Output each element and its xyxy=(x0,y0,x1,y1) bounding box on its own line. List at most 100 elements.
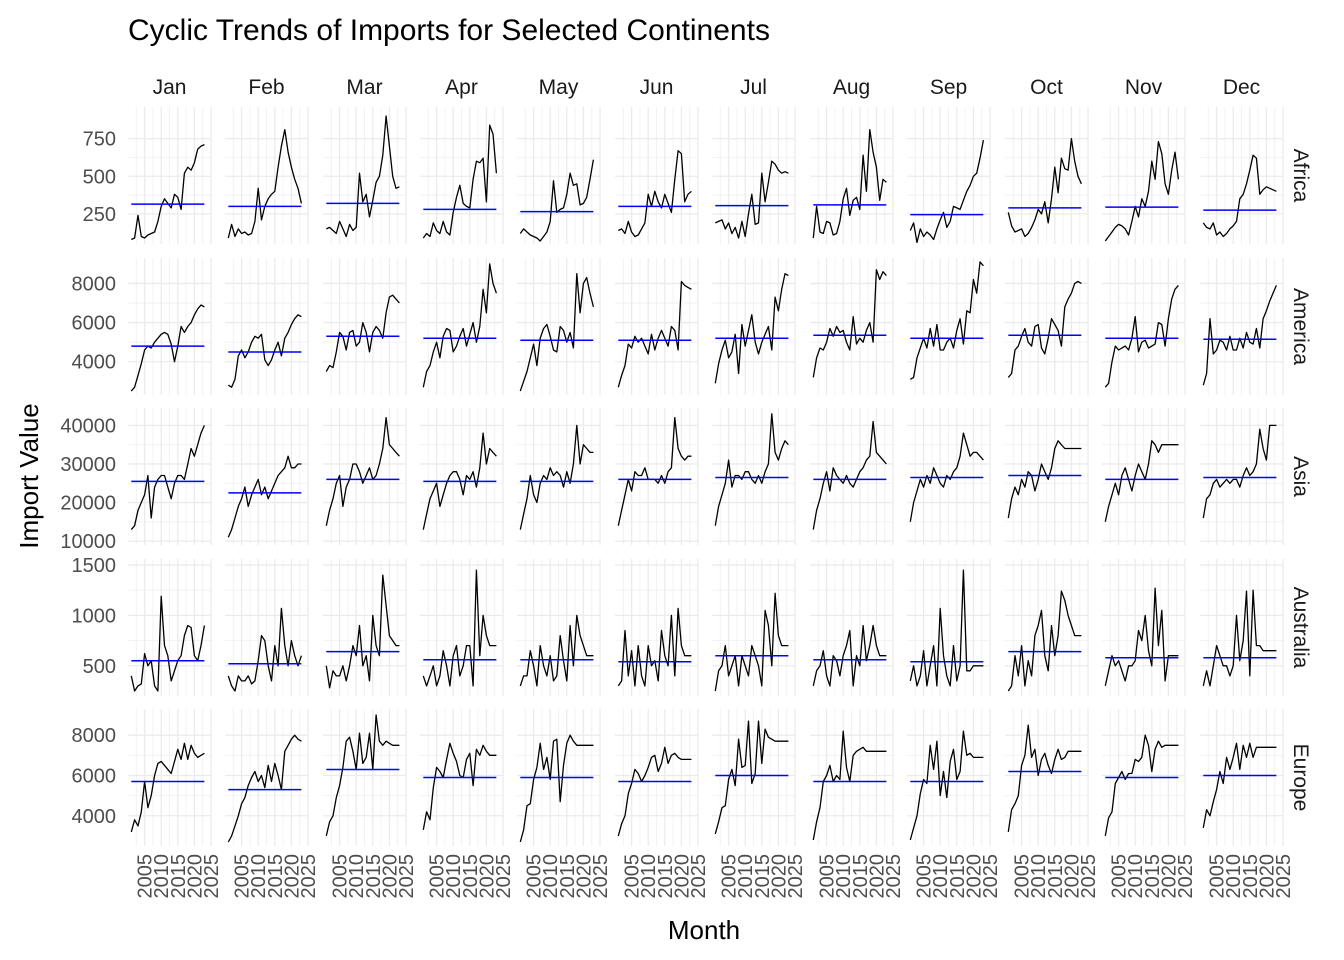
x-tick-label: 2010 xyxy=(346,854,368,899)
x-tick-label: 2005 xyxy=(524,854,546,899)
panel-australia-may xyxy=(517,559,601,696)
panel-europe-jun xyxy=(615,709,699,846)
x-tick-label: 2010 xyxy=(540,854,562,899)
x-tick-label: 2005 xyxy=(914,854,936,899)
x-tick-label: 2015 xyxy=(1240,854,1262,899)
series-line xyxy=(326,115,400,238)
series-line xyxy=(617,416,692,526)
series-line xyxy=(812,730,887,841)
series-line xyxy=(1104,284,1179,388)
strip-label-australia: Australia xyxy=(1289,587,1312,669)
x-tick-label: 2005 xyxy=(1207,854,1229,899)
panel-australia-mar xyxy=(323,559,407,696)
x-tick-label: 2010 xyxy=(443,854,465,899)
y-tick-label: 750 xyxy=(83,129,116,151)
series-line xyxy=(131,144,205,241)
panel-america-apr xyxy=(420,258,504,395)
x-tick-label: 2015 xyxy=(168,854,190,899)
x-tick-label: 2015 xyxy=(557,854,579,899)
series-line xyxy=(909,432,984,522)
panel-australia-aug xyxy=(810,559,894,696)
x-tick-label: 2015 xyxy=(460,854,482,899)
panel-america-sep xyxy=(907,258,991,395)
x-tick-label: 2025 xyxy=(1078,854,1100,899)
series-line xyxy=(325,574,400,689)
panel-america-dec xyxy=(1200,258,1284,395)
panel-asia-nov xyxy=(1102,408,1186,545)
panel-australia-jun xyxy=(615,559,699,696)
x-tick-label: 2020 xyxy=(573,854,595,899)
x-tick-label: 2010 xyxy=(1125,854,1147,899)
series-line xyxy=(1202,285,1277,386)
panel-africa-oct xyxy=(1005,107,1089,244)
x-tick-label: 2020 xyxy=(1158,854,1180,899)
series-line xyxy=(714,273,789,384)
strip-label-aug: Aug xyxy=(833,76,870,99)
panel-africa-jun xyxy=(615,107,699,244)
y-tick-label: 10000 xyxy=(60,531,116,553)
series-line xyxy=(909,569,984,687)
series-line xyxy=(227,607,303,692)
panel-asia-apr xyxy=(420,408,504,545)
strip-label-dec: Dec xyxy=(1223,76,1260,99)
series-line xyxy=(130,595,206,692)
series-line xyxy=(714,413,789,526)
panel-asia-jan xyxy=(128,408,212,545)
panel-asia-may xyxy=(517,408,601,545)
panel-australia-sep xyxy=(907,559,991,696)
x-tick-label: 2005 xyxy=(232,854,254,899)
panel-europe-nov xyxy=(1102,709,1186,846)
x-tick-label: 2005 xyxy=(135,854,157,899)
x-tick-label: 2010 xyxy=(151,854,173,899)
x-tick-label: 2010 xyxy=(638,854,660,899)
panel-africa-apr xyxy=(420,107,504,244)
x-tick-label: 2005 xyxy=(427,854,449,899)
chart-title: Cyclic Trends of Imports for Selected Co… xyxy=(128,14,770,47)
series-line xyxy=(519,614,594,687)
panel-africa-nov xyxy=(1102,107,1186,244)
panel-asia-jul xyxy=(712,408,796,545)
continent-strip-labels: Africa America Asia Australia Europe xyxy=(1289,149,1312,812)
x-tick-label: 2025 xyxy=(590,854,612,899)
strip-label-oct: Oct xyxy=(1030,76,1063,99)
x-tick-label: 2025 xyxy=(201,854,223,899)
series-line xyxy=(422,569,497,687)
strip-label-apr: Apr xyxy=(445,76,478,99)
x-tick-label: 2010 xyxy=(248,854,270,899)
panel-america-aug xyxy=(810,258,894,395)
series-line xyxy=(519,424,594,530)
x-tick-label: 2020 xyxy=(963,854,985,899)
x-tick-label: 2020 xyxy=(281,854,303,899)
x-tick-label: 2015 xyxy=(363,854,385,899)
panel-australia-oct xyxy=(1005,559,1089,696)
x-tick-label: 2005 xyxy=(1109,854,1131,899)
strip-label-nov: Nov xyxy=(1125,76,1163,99)
x-tick-label: 2015 xyxy=(1045,854,1067,899)
x-tick-label: 2025 xyxy=(1273,854,1295,899)
x-tick-label: 2005 xyxy=(1012,854,1034,899)
series-line xyxy=(1007,280,1082,378)
series-line xyxy=(1007,137,1082,238)
x-tick-label: 2005 xyxy=(330,854,352,899)
panel-america-oct xyxy=(1005,258,1089,395)
panel-africa-sep xyxy=(907,107,991,244)
series-line xyxy=(1104,734,1179,837)
series-line xyxy=(422,124,498,239)
panel-europe-jan xyxy=(128,709,212,846)
panel-australia-jan xyxy=(128,559,212,696)
x-tick-label: 2020 xyxy=(866,854,888,899)
series-line xyxy=(130,742,205,833)
panel-africa-jul xyxy=(712,107,796,244)
series-line xyxy=(812,420,887,530)
x-tick-label: 2020 xyxy=(671,854,693,899)
panel-europe-feb xyxy=(225,709,309,846)
panel-europe-dec xyxy=(1200,709,1284,846)
panel-africa-aug xyxy=(810,107,894,244)
panel-asia-jun xyxy=(615,408,699,545)
strip-label-africa: Africa xyxy=(1289,149,1312,203)
y-tick-label: 6000 xyxy=(72,313,117,335)
series-line xyxy=(618,150,692,238)
y-tick-label: 500 xyxy=(83,656,116,678)
